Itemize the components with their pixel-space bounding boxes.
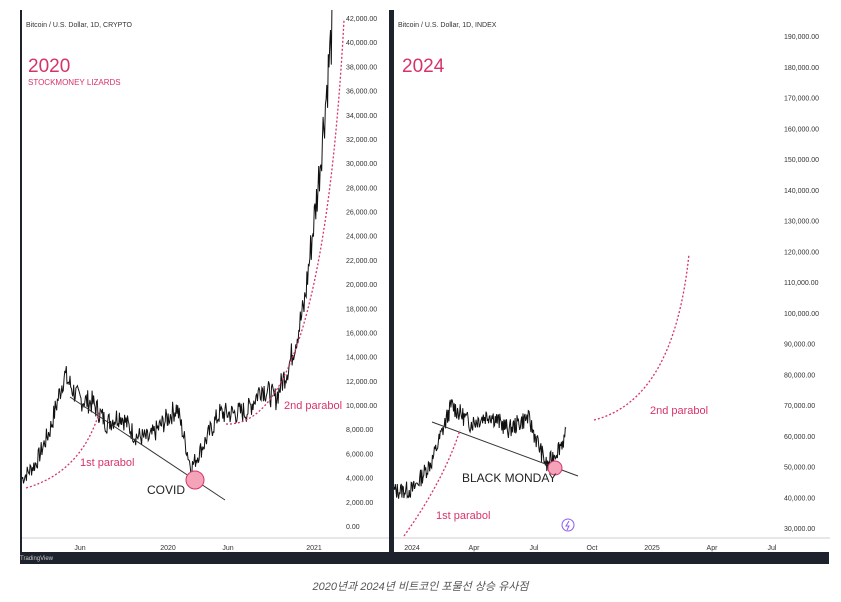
y-tick-label: 34,000.00	[346, 113, 377, 120]
y-tick-label: 190,000.00	[784, 34, 819, 41]
tradingview-watermark: TradingView	[20, 556, 54, 562]
y-tick-label: 150,000.00	[784, 157, 819, 164]
y-tick-label: 120,000.00	[784, 249, 819, 256]
x-tick-label: 2025	[644, 545, 660, 552]
left-year-label: 2020	[28, 56, 71, 77]
y-tick-label: 14,000.00	[346, 355, 377, 362]
y-tick-label: 20,000.00	[346, 282, 377, 289]
y-tick-label: 80,000.00	[784, 372, 815, 379]
y-tick-label: 18,000.00	[346, 306, 377, 313]
x-tick-label: 2020	[160, 545, 176, 552]
right-chart-header: Bitcoin / U.S. Dollar, 1D, INDEX	[398, 22, 497, 29]
y-tick-label: 38,000.00	[346, 64, 377, 71]
y-tick-label: 28,000.00	[346, 185, 377, 192]
right-chart-svg: 190,000.00 180,000.00 170,000.00 160,000.00…	[394, 34, 830, 552]
x-tick-label: 2024	[404, 545, 420, 552]
y-tick-label: 12,000.00	[346, 379, 377, 386]
x-tick-label: Apr	[469, 545, 481, 552]
y-tick-label: 70,000.00	[784, 403, 815, 410]
price-series-line	[394, 399, 567, 500]
y-tick-label: 170,000.00	[784, 96, 819, 103]
y-tick-label: 36,000.00	[346, 89, 377, 96]
first-parabol-label: 1st parabol	[436, 510, 490, 522]
chart-panel-2020[interactable]: Bitcoin / U.S. Dollar, 1D, CRYPTO 2020 S…	[22, 10, 389, 552]
y-tick-label: 180,000.00	[784, 65, 819, 72]
figure-caption: 2020년과 2024년 비트코인 포물선 상승 유사점	[312, 581, 529, 593]
y-tick-label: 0.00	[346, 524, 360, 531]
x-tick-label: Jun	[222, 545, 233, 552]
y-tick-label: 22,000.00	[346, 258, 377, 265]
covid-label: COVID	[147, 483, 185, 497]
y-tick-label: 110,000.00	[784, 280, 819, 287]
flash-icon-glyph	[565, 520, 570, 531]
price-series-line	[22, 10, 333, 484]
y-tick-label: 6,000.00	[346, 451, 373, 458]
y-tick-label: 4,000.00	[346, 476, 373, 483]
first-parabola-curve	[403, 429, 461, 537]
y-tick-label: 24,000.00	[346, 234, 377, 241]
second-parabol-label: 2nd parabol	[284, 400, 342, 412]
y-tick-label: 26,000.00	[346, 210, 377, 217]
y-tick-label: 40,000.00	[346, 40, 377, 47]
y-tick-label: 60,000.00	[784, 434, 815, 441]
covid-marker	[185, 470, 205, 490]
y-tick-label: 8,000.00	[346, 427, 373, 434]
y-tick-label: 100,000.00	[784, 311, 819, 318]
first-parabola-curve	[25, 409, 101, 489]
left-chart-svg: 42,000.00 40,000.00 38,000.00 36,000.00 34,0…	[22, 10, 389, 552]
y-tick-label: 140,000.00	[784, 188, 819, 195]
right-year-label: 2024	[402, 56, 445, 77]
y-tick-label: 32,000.00	[346, 137, 377, 144]
second-parabola-curve	[225, 19, 345, 425]
y-tick-label: 90,000.00	[784, 342, 815, 349]
y-tick-label: 42,000.00	[346, 16, 377, 23]
black-monday-marker	[547, 460, 563, 476]
second-parabol-label: 2nd parabol	[650, 405, 708, 417]
chart-panel-2024[interactable]: Bitcoin / U.S. Dollar, 1D, INDEX 2024 19…	[394, 10, 830, 552]
y-tick-label: 130,000.00	[784, 219, 819, 226]
left-source-label: STOCKMONEY LIZARDS	[28, 78, 121, 87]
x-tick-label: Apr	[707, 545, 719, 552]
x-tick-label: 2021	[306, 545, 322, 552]
x-tick-label: Jul	[768, 545, 777, 552]
y-tick-label: 16,000.00	[346, 330, 377, 337]
y-tick-label: 160,000.00	[784, 126, 819, 133]
y-tick-label: 30,000.00	[346, 161, 377, 168]
y-tick-label: 30,000.00	[784, 526, 815, 533]
y-tick-label: 50,000.00	[784, 465, 815, 472]
first-parabol-label: 1st parabol	[80, 457, 134, 469]
left-chart-header: Bitcoin / U.S. Dollar, 1D, CRYPTO	[26, 22, 132, 29]
x-tick-label: Jun	[74, 545, 85, 552]
x-tick-label: Oct	[587, 545, 598, 552]
black-monday-label: BLACK MONDAY	[462, 471, 556, 485]
x-tick-label: Jul	[530, 545, 539, 552]
y-tick-label: 40,000.00	[784, 495, 815, 502]
y-tick-label: 2,000.00	[346, 500, 373, 507]
flash-icon	[561, 518, 575, 532]
second-parabola-curve	[593, 253, 690, 421]
y-tick-label: 10,000.00	[346, 403, 377, 410]
